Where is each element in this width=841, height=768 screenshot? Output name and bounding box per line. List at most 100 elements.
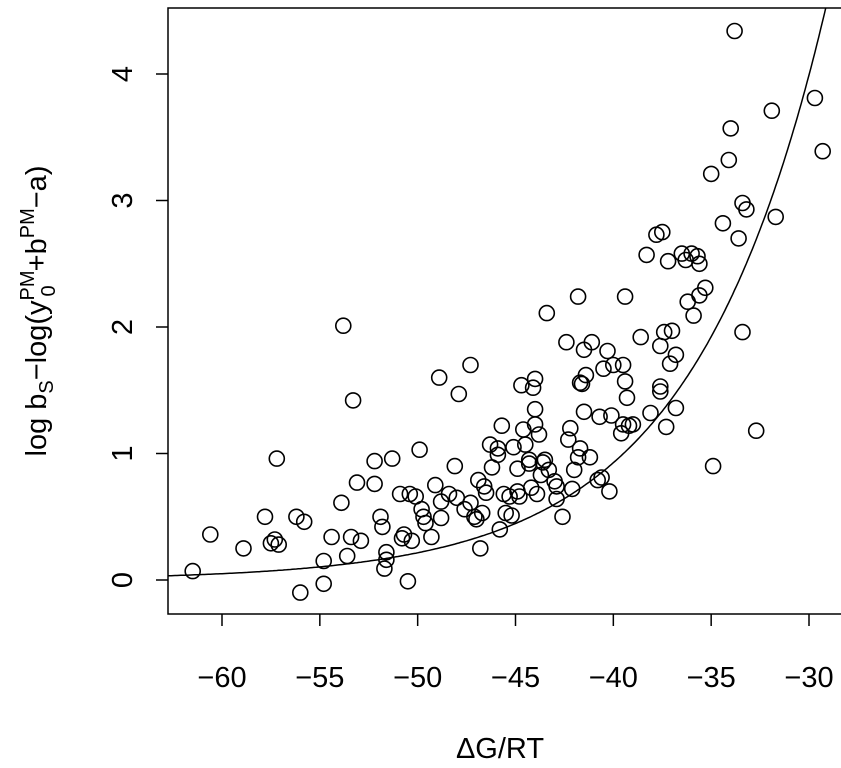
data-point bbox=[235, 540, 252, 557]
y-tick-label: 4 bbox=[107, 66, 139, 82]
data-point bbox=[651, 378, 669, 395]
data-point bbox=[391, 485, 409, 503]
data-point bbox=[561, 419, 579, 437]
data-point bbox=[524, 379, 542, 397]
data-point bbox=[730, 230, 747, 247]
data-point bbox=[704, 457, 722, 475]
data-point bbox=[344, 392, 362, 409]
x-tick-label: −40 bbox=[589, 662, 638, 694]
data-point bbox=[538, 304, 556, 322]
data-point bbox=[522, 479, 540, 497]
data-point bbox=[714, 215, 732, 232]
data-point bbox=[516, 436, 534, 453]
data-point bbox=[685, 307, 702, 324]
data-point bbox=[509, 460, 526, 478]
data-point bbox=[374, 518, 391, 536]
data-point bbox=[599, 342, 616, 360]
data-point bbox=[575, 403, 593, 421]
data-point bbox=[466, 508, 483, 526]
data-point bbox=[814, 142, 832, 160]
data-point bbox=[376, 560, 393, 577]
data-point bbox=[679, 293, 697, 311]
data-point bbox=[342, 528, 360, 546]
data-point bbox=[430, 369, 448, 386]
x-tick-label: −45 bbox=[491, 662, 540, 694]
y-axis-title: log bS−log(yPM0+bPM−a) bbox=[17, 166, 60, 457]
data-point bbox=[514, 421, 532, 438]
data-point bbox=[473, 504, 491, 522]
data-point bbox=[767, 208, 785, 226]
data-point bbox=[417, 514, 434, 532]
data-point bbox=[426, 476, 444, 494]
data-point bbox=[366, 452, 383, 470]
data-point bbox=[565, 461, 583, 479]
data-point bbox=[689, 247, 706, 265]
data-point bbox=[603, 407, 620, 424]
data-point bbox=[657, 418, 675, 436]
data-point bbox=[423, 528, 440, 546]
data-point bbox=[726, 22, 743, 40]
data-point bbox=[338, 547, 356, 565]
data-point bbox=[571, 440, 589, 457]
data-point bbox=[624, 416, 642, 433]
data-point bbox=[569, 288, 587, 305]
data-point bbox=[661, 355, 679, 373]
y-axis: 0 1 2 3 4 bbox=[107, 66, 168, 588]
data-point bbox=[663, 322, 681, 340]
data-point bbox=[806, 89, 824, 107]
data-point bbox=[266, 531, 284, 548]
data-point bbox=[696, 279, 714, 297]
data-point bbox=[202, 526, 219, 543]
data-point bbox=[702, 165, 720, 183]
data-point bbox=[415, 508, 432, 526]
data-point bbox=[642, 404, 659, 422]
data-point bbox=[366, 475, 383, 493]
data-point bbox=[589, 471, 607, 489]
data-point bbox=[763, 102, 781, 119]
data-point bbox=[604, 356, 622, 374]
data-point bbox=[734, 323, 751, 341]
data-point bbox=[651, 337, 669, 355]
data-point bbox=[651, 383, 669, 400]
data-point bbox=[667, 399, 685, 417]
data-point bbox=[323, 528, 340, 546]
data-point bbox=[591, 408, 608, 426]
data-point bbox=[548, 490, 565, 508]
data-point bbox=[581, 448, 599, 466]
data-point bbox=[593, 469, 610, 486]
data-point bbox=[595, 360, 612, 378]
data-point bbox=[446, 457, 464, 475]
data-point bbox=[493, 417, 511, 435]
data-point bbox=[618, 389, 636, 407]
data-point bbox=[291, 584, 309, 601]
data-point bbox=[569, 448, 587, 466]
data-point bbox=[747, 422, 765, 440]
x-axis: −60 −55 −50 −45 −40 −35 −30 bbox=[197, 614, 834, 694]
data-point bbox=[491, 521, 509, 538]
data-point bbox=[503, 507, 520, 524]
data-point bbox=[471, 540, 489, 557]
data-point bbox=[315, 575, 333, 593]
data-point bbox=[655, 323, 673, 341]
data-point bbox=[583, 333, 601, 351]
data-point bbox=[475, 478, 493, 495]
y-tick-label: 2 bbox=[107, 319, 139, 335]
data-point bbox=[738, 201, 755, 218]
data-point bbox=[558, 333, 575, 351]
data-point bbox=[513, 376, 530, 394]
x-tick-label: −55 bbox=[295, 662, 344, 694]
data-point bbox=[563, 480, 581, 498]
data-point bbox=[616, 288, 634, 305]
data-point bbox=[659, 252, 677, 270]
data-point bbox=[333, 494, 350, 512]
x-tick-label: −30 bbox=[784, 662, 833, 694]
data-point bbox=[536, 451, 554, 469]
data-point bbox=[528, 485, 546, 503]
data-point bbox=[526, 370, 544, 388]
fit-curve bbox=[168, 8, 827, 577]
data-point bbox=[440, 485, 458, 503]
data-point bbox=[614, 356, 632, 374]
data-point bbox=[411, 441, 428, 459]
data-point bbox=[268, 450, 286, 467]
y-tick-label: 3 bbox=[107, 192, 139, 208]
